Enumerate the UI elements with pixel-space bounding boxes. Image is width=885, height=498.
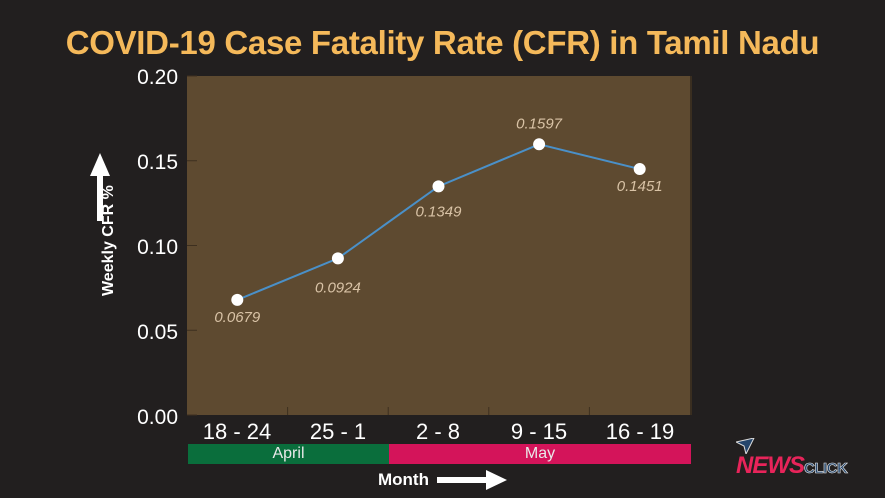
plot-area xyxy=(187,76,690,415)
data-point xyxy=(432,180,445,193)
data-labels: 0.0679 0.0924 0.1349 0.1597 0.1451 xyxy=(214,115,662,326)
y-tick-marks xyxy=(187,75,197,416)
data-point xyxy=(633,163,646,176)
logo-click: CLICK xyxy=(804,460,848,478)
data-point xyxy=(231,293,244,306)
y-tick-label: 0.05 xyxy=(137,321,178,344)
data-label: 0.0924 xyxy=(315,279,361,296)
newsclick-logo: NEWSCLICK xyxy=(736,438,848,480)
x-tick-marks xyxy=(287,407,590,415)
logo-news: NEWS xyxy=(736,452,805,479)
month-band-april: April xyxy=(188,444,389,464)
x-tick-label: 9 - 15 xyxy=(510,419,568,444)
data-point xyxy=(533,138,546,151)
data-label: 0.1349 xyxy=(416,203,463,220)
data-label: 0.1597 xyxy=(516,115,563,132)
x-tick-label: 25 - 1 xyxy=(309,419,367,444)
y-axis-title: Weekly CFR % xyxy=(100,185,117,296)
data-label: 0.1451 xyxy=(617,178,663,195)
x-axis-title: Month xyxy=(378,470,429,489)
up-arrow-icon xyxy=(90,153,110,221)
data-points xyxy=(231,138,646,306)
y-tick-label: 0.15 xyxy=(137,151,178,174)
logo-mark-icon xyxy=(736,438,755,454)
data-label: 0.0679 xyxy=(214,309,261,326)
chart-title: COVID-19 Case Fatality Rate (CFR) in Tam… xyxy=(65,24,820,61)
y-tick-label: 0.00 xyxy=(137,406,178,429)
y-tick-label: 0.20 xyxy=(137,66,178,89)
x-tick-label: 16 - 19 xyxy=(605,419,675,444)
data-point xyxy=(331,252,344,265)
x-tick-label: 2 - 8 xyxy=(415,419,461,444)
month-band-may: May xyxy=(389,444,691,464)
y-tick-label: 0.10 xyxy=(137,236,178,259)
right-arrow-icon xyxy=(437,470,507,490)
x-tick-label: 18 - 24 xyxy=(202,419,272,444)
